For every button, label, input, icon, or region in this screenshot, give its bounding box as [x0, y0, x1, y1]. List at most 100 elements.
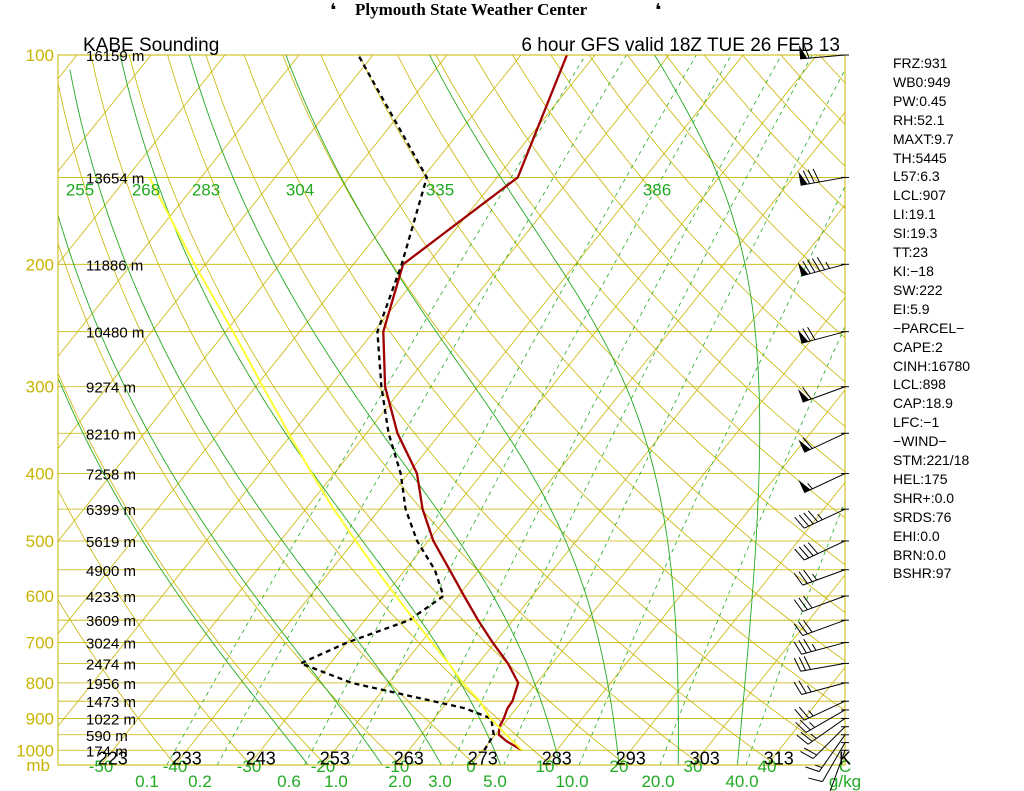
- wind-barb-staff: [804, 700, 846, 721]
- wind-barb-staff: [802, 595, 846, 612]
- kelvin-tick-label: 313: [764, 748, 794, 768]
- temperature-tick-label: 10: [536, 757, 555, 776]
- mixing-ratio-tick-label: 10.0: [555, 772, 588, 791]
- wind-barb-full: [802, 260, 811, 274]
- kelvin-tick-label: 223: [98, 748, 128, 768]
- theta-e-label: 386: [643, 180, 671, 199]
- kelvin-tick-label: 293: [616, 748, 646, 768]
- index-value: CAP:18.9: [893, 395, 953, 412]
- wind-barb-staff: [829, 750, 846, 791]
- index-value: L57:6.3: [893, 168, 940, 185]
- isotherm-line: [618, 481, 845, 765]
- plot-area: [58, 55, 845, 765]
- pressure-tick-label: 200: [26, 255, 54, 274]
- theta-e-label: 255: [66, 180, 94, 199]
- wind-barb-half: [825, 261, 830, 269]
- mixing-ratio-line: [503, 68, 845, 765]
- wind-barb-full: [807, 542, 819, 554]
- wind-barb-full: [793, 623, 804, 636]
- pennant-left-icon: ❛: [330, 0, 337, 21]
- index-value: CAPE:2: [893, 338, 943, 355]
- index-value: LCL:907: [893, 187, 946, 204]
- wind-barb-full: [803, 620, 813, 633]
- wind-barb-full: [803, 595, 813, 609]
- moist-adiabat: [429, 55, 679, 765]
- isotherm-line: [58, 55, 374, 450]
- isotherm-line: [58, 55, 300, 357]
- dry-adiabat: [58, 241, 401, 765]
- wind-barb-staff: [802, 386, 846, 403]
- wind-barb-staff: [804, 508, 846, 529]
- wind-barb-staff: [801, 642, 846, 655]
- index-value: KI:−18: [893, 262, 934, 279]
- index-value: EI:5.9: [893, 300, 930, 317]
- plot-frame: [57, 54, 846, 766]
- mixing-ratio-line: [659, 325, 845, 765]
- isotherm-line: [174, 55, 744, 765]
- index-value: LI:19.1: [893, 206, 936, 223]
- wind-barb-full: [803, 656, 811, 670]
- wind-barb-half: [807, 482, 813, 490]
- wind-barb-half: [817, 513, 823, 521]
- mixing-ratio-tick-label: 40.0: [725, 772, 758, 791]
- mixing-ratio-line: [348, 55, 732, 765]
- wind-barb-half: [810, 733, 817, 739]
- isotherm-line: [544, 389, 845, 765]
- dry-adiabat: [243, 55, 845, 762]
- height-label: 10480 m: [86, 325, 144, 342]
- wind-barb-staff: [802, 569, 846, 586]
- wind-barb-staff: [812, 726, 846, 759]
- wind-barb-full: [808, 777, 823, 783]
- temperature-tick-label: -30: [237, 757, 262, 776]
- wind-barb-half: [808, 710, 814, 717]
- isotherm-line: [692, 574, 845, 765]
- wind-barb-full: [803, 569, 813, 583]
- header: ❛ Plymouth State Weather Center ❛: [0, 0, 1024, 24]
- wind-barb-full: [796, 734, 809, 745]
- wind-barb-staff: [804, 473, 846, 494]
- mixing-ratio-line: [451, 55, 813, 765]
- dry-adiabat: [512, 55, 845, 428]
- wind-barb-staff: [802, 619, 846, 637]
- index-value: MAXT:9.7: [893, 130, 954, 147]
- wind-barb-full: [816, 256, 826, 270]
- wind-barb-full: [807, 510, 819, 523]
- mixing-ratio-tick-label: 2.0: [388, 772, 412, 791]
- wind-barb-full: [798, 657, 807, 671]
- pressure-tick-label: 500: [26, 532, 54, 551]
- theta-e-label: 335: [426, 180, 454, 199]
- pressure-tick-label: 600: [26, 587, 54, 606]
- height-label: 4900 m: [86, 563, 136, 580]
- dry-adiabat: [58, 372, 326, 765]
- wind-barb-full: [794, 516, 805, 529]
- wind-barb-staff: [801, 682, 846, 696]
- wind-barb-staff: [804, 432, 846, 453]
- wind-barb-pennant: [798, 171, 808, 186]
- wind-barb-full: [798, 514, 810, 527]
- mixing-ratio-line: [216, 55, 627, 765]
- wind-barb-full: [811, 258, 821, 272]
- wind-barb-full: [803, 638, 812, 652]
- index-value: STM:221/18: [893, 452, 970, 469]
- theta-e-label: 283: [192, 180, 220, 199]
- temperature-tick-label: -50: [89, 757, 114, 776]
- wind-barb-full: [798, 621, 808, 635]
- moist-adiabat: [58, 376, 309, 765]
- wind-barb-full: [812, 168, 820, 183]
- index-value: PW:0.45: [893, 92, 947, 109]
- height-label: 7258 m: [86, 467, 136, 484]
- mixing-ratio-axis-label: g/kg: [829, 772, 861, 791]
- wind-barb-half: [807, 685, 812, 693]
- dry-adiabat: [205, 55, 777, 765]
- wind-barb-full: [805, 766, 820, 773]
- moist-adiabat: [285, 55, 620, 765]
- dry-adiabat: [90, 55, 552, 765]
- wind-barb-full: [798, 546, 810, 559]
- wind-barb-full: [803, 544, 814, 557]
- isotherm-line: [396, 204, 845, 765]
- wind-barb-full: [802, 170, 810, 184]
- temperature-tick-label: -10: [385, 757, 410, 776]
- wind-barb-full: [799, 719, 811, 731]
- height-label: 3024 m: [86, 636, 136, 653]
- wind-barb-staff: [805, 709, 846, 733]
